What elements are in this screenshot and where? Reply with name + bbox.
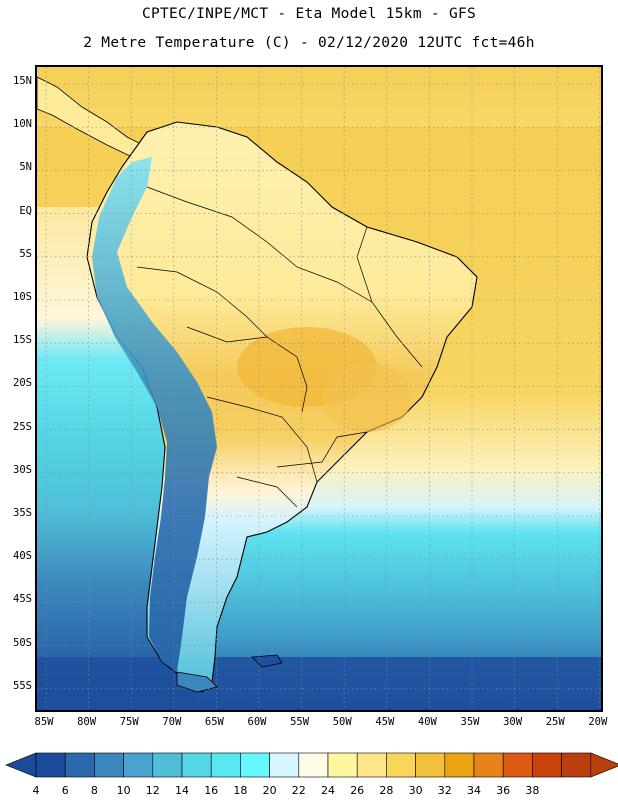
colorbar-segment — [94, 752, 124, 778]
lon-label: 85W — [34, 716, 54, 728]
lon-label: 75W — [119, 716, 139, 728]
temperature-colorbar — [5, 752, 618, 778]
colorbar-segment — [269, 752, 300, 778]
colorbar-segment — [123, 752, 154, 778]
colorbar-label: 14 — [175, 784, 189, 797]
lon-label: 20W — [588, 716, 608, 728]
colorbar-segment — [327, 752, 358, 778]
colorbar-label: 32 — [437, 784, 452, 797]
map-canvas — [37, 67, 601, 710]
lat-label: 40S — [13, 550, 32, 563]
colorbar-segment — [444, 752, 475, 778]
colorbar-segment — [356, 752, 387, 778]
country-borders — [136, 186, 423, 508]
colorbar-segment — [210, 752, 241, 778]
colorbar-segment — [240, 752, 270, 778]
caribbean-field — [37, 67, 601, 127]
colorbar-segment — [152, 752, 183, 778]
lat-label: 15S — [13, 334, 32, 347]
colorbar-left-arrow — [5, 752, 37, 778]
lat-label: 45S — [13, 593, 32, 606]
lon-label: 45W — [375, 716, 395, 728]
warm-core-east — [322, 362, 412, 432]
lon-label: 30W — [503, 716, 523, 728]
lat-label: 30S — [13, 463, 32, 476]
lat-label: 15N — [13, 75, 32, 87]
lat-label: EQ — [19, 204, 32, 217]
lat-label: 35S — [13, 507, 32, 519]
map-title: CPTEC/INPE/MCT - Eta Model 15km - GFS — [141, 6, 477, 22]
lat-label: 10S — [13, 291, 32, 303]
lat-label: 55S — [13, 679, 32, 692]
colorbar-label: 22 — [291, 784, 306, 797]
colorbar-segment — [298, 752, 329, 778]
graticule — [37, 67, 601, 710]
colorbar-segment — [181, 752, 212, 778]
southern-ocean-field — [37, 657, 601, 710]
colorbar-right-arrow — [590, 752, 618, 778]
colorbar-label: 20 — [262, 784, 277, 797]
colorbar-label: 24 — [321, 784, 335, 797]
colorbar-label: 4 — [32, 784, 40, 797]
lon-label: 55W — [290, 716, 310, 728]
lon-label: 65W — [204, 716, 224, 728]
colorbar-label: 38 — [525, 784, 540, 797]
colorbar-segment — [561, 752, 592, 778]
lon-label: 70W — [162, 716, 182, 728]
colorbar-label: 16 — [204, 784, 219, 797]
colorbar-label: 12 — [145, 784, 160, 797]
colorbar-label: 10 — [116, 784, 131, 797]
lat-label: 5N — [19, 161, 32, 174]
lon-label: 35W — [460, 716, 480, 728]
map-subtitle: 2 Metre Temperature (C) - 02/12/2020 12U… — [83, 35, 535, 51]
colorbar-label: 6 — [61, 784, 69, 797]
lat-label: 25S — [13, 420, 32, 433]
lon-label: 40W — [417, 716, 437, 728]
andes-cold-band — [92, 157, 217, 672]
colorbar-label: 34 — [467, 784, 481, 797]
colorbar-segment — [35, 752, 66, 778]
colorbar-segment — [386, 752, 416, 778]
colorbar-segment — [473, 752, 504, 778]
lon-label: 25W — [545, 716, 565, 728]
lon-label: 80W — [77, 716, 97, 728]
colorbar-segment — [502, 752, 533, 778]
colorbar-label: 30 — [408, 784, 423, 797]
colorbar-segment — [415, 752, 446, 778]
lon-label: 50W — [332, 716, 352, 728]
colorbar-label: 8 — [90, 784, 98, 797]
lat-label: 5S — [19, 247, 32, 260]
lat-label: 10N — [13, 118, 32, 131]
colorbar-label: 18 — [233, 784, 248, 797]
colorbar-label: 28 — [379, 784, 394, 797]
tierra-del-fuego — [176, 671, 218, 693]
falkland-islands — [251, 654, 283, 668]
temperature-map — [35, 65, 603, 712]
colorbar-segment — [532, 752, 562, 778]
lat-label: 20S — [13, 377, 32, 390]
colorbar-label: 26 — [350, 784, 365, 797]
colorbar-segment — [64, 752, 95, 778]
lat-label: 50S — [13, 636, 32, 649]
lon-label: 60W — [247, 716, 267, 728]
colorbar-label: 36 — [496, 784, 511, 797]
